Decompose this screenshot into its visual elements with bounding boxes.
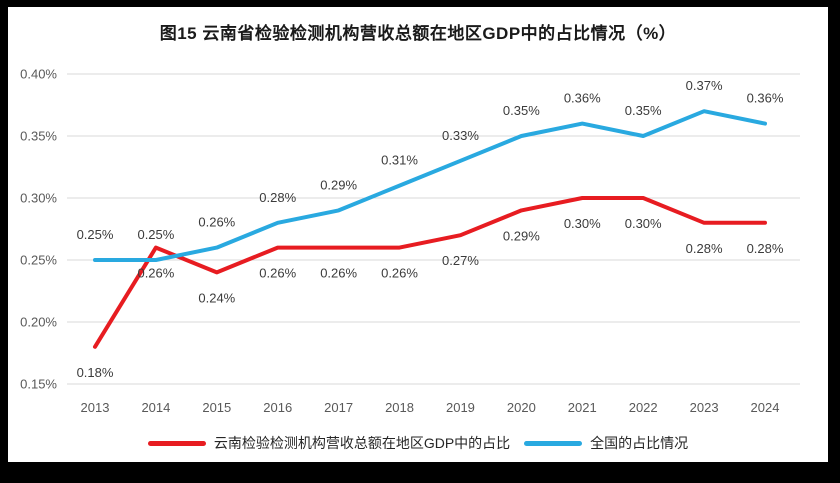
- data-point-label: 0.35%: [625, 103, 662, 118]
- data-point-label: 0.30%: [564, 216, 601, 231]
- chart-title: 图15 云南省检验检测机构营收总额在地区GDP中的占比情况（%）: [159, 24, 677, 43]
- data-point-label: 0.36%: [747, 91, 784, 106]
- data-point-label: 0.26%: [259, 266, 296, 281]
- x-tick-label: 2022: [629, 400, 658, 415]
- x-tick-label: 2013: [81, 400, 110, 415]
- yunnan-series-line-icon: [147, 440, 206, 446]
- x-tick-label: 2023: [690, 400, 719, 415]
- data-point-label: 0.26%: [320, 266, 357, 281]
- data-point-label: 0.37%: [686, 78, 723, 93]
- gridlines-group: [67, 73, 800, 385]
- legend-label-national: 全国的占比情况: [590, 435, 689, 451]
- yunnan-series-line: [93, 196, 767, 349]
- data-point-label: 0.25%: [77, 227, 114, 242]
- data-point-label: 0.35%: [503, 103, 540, 118]
- x-tick-label: 2016: [263, 400, 292, 415]
- national-series-line-icon: [524, 440, 583, 446]
- y-tick-label: 0.40%: [20, 67, 57, 82]
- x-tick-label: 2014: [141, 400, 170, 415]
- data-point-label: 0.24%: [198, 290, 235, 305]
- x-tick-label: 2018: [385, 400, 414, 415]
- y-tick-label: 0.25%: [20, 253, 57, 268]
- data-point-label: 0.28%: [747, 241, 784, 256]
- data-point-label: 0.28%: [259, 190, 296, 205]
- y-axis: 0.15% 0.20% 0.25% 0.30% 0.35% 0.40%: [20, 67, 57, 392]
- x-tick-label: 2024: [751, 400, 780, 415]
- x-tick-label: 2015: [202, 400, 231, 415]
- y-tick-label: 0.20%: [20, 315, 57, 330]
- data-point-label: 0.36%: [564, 91, 601, 106]
- chart-container: 0.15% 0.20% 0.25% 0.30% 0.35% 0.40% 2013 2014 2…: [8, 7, 828, 462]
- y-tick-label: 0.35%: [20, 129, 57, 144]
- data-point-label: 0.28%: [686, 241, 723, 256]
- x-tick-label: 2020: [507, 400, 536, 415]
- x-axis: 2013 2014 2015 2016 2017 2018 2019 2020 2021 2022…: [81, 400, 780, 415]
- data-point-label: 0.26%: [137, 266, 174, 281]
- data-point-label: 0.29%: [503, 228, 540, 243]
- data-point-label: 0.25%: [137, 227, 174, 242]
- x-tick-label: 2021: [568, 400, 597, 415]
- data-point-label: 0.33%: [442, 128, 479, 143]
- legend-entry-yunnan: 云南检验检测机构营收总额在地区GDP中的占比: [147, 433, 511, 453]
- national-series-line: [93, 109, 767, 262]
- data-point-label: 0.26%: [198, 215, 235, 230]
- series-lines-group: [93, 109, 767, 349]
- data-point-label: 0.27%: [442, 253, 479, 268]
- x-tick-label: 2019: [446, 400, 475, 415]
- y-tick-label: 0.15%: [20, 377, 57, 392]
- x-tick-label: 2017: [324, 400, 353, 415]
- legend-label-yunnan: 云南检验检测机构营收总额在地区GDP中的占比: [213, 435, 511, 451]
- chart-legend: 云南检验检测机构营收总额在地区GDP中的占比 全国的占比情况: [8, 433, 828, 453]
- legend-entry-national: 全国的占比情况: [524, 433, 688, 453]
- y-tick-label: 0.30%: [20, 191, 57, 206]
- data-point-label: 0.26%: [381, 266, 418, 281]
- line-chart-plot: 0.15%0.20%0.25%0.30%0.35%0.40% 2013 2014 2…: [20, 67, 800, 415]
- data-point-label: 0.29%: [320, 177, 357, 192]
- data-labels-group: 0.18% 0.26% 0.24% 0.26% 0.26% 0.26% 0.27% 0.29%…: [77, 78, 784, 380]
- data-point-label: 0.18%: [77, 365, 114, 380]
- data-point-label: 0.31%: [381, 153, 418, 168]
- data-point-label: 0.30%: [625, 216, 662, 231]
